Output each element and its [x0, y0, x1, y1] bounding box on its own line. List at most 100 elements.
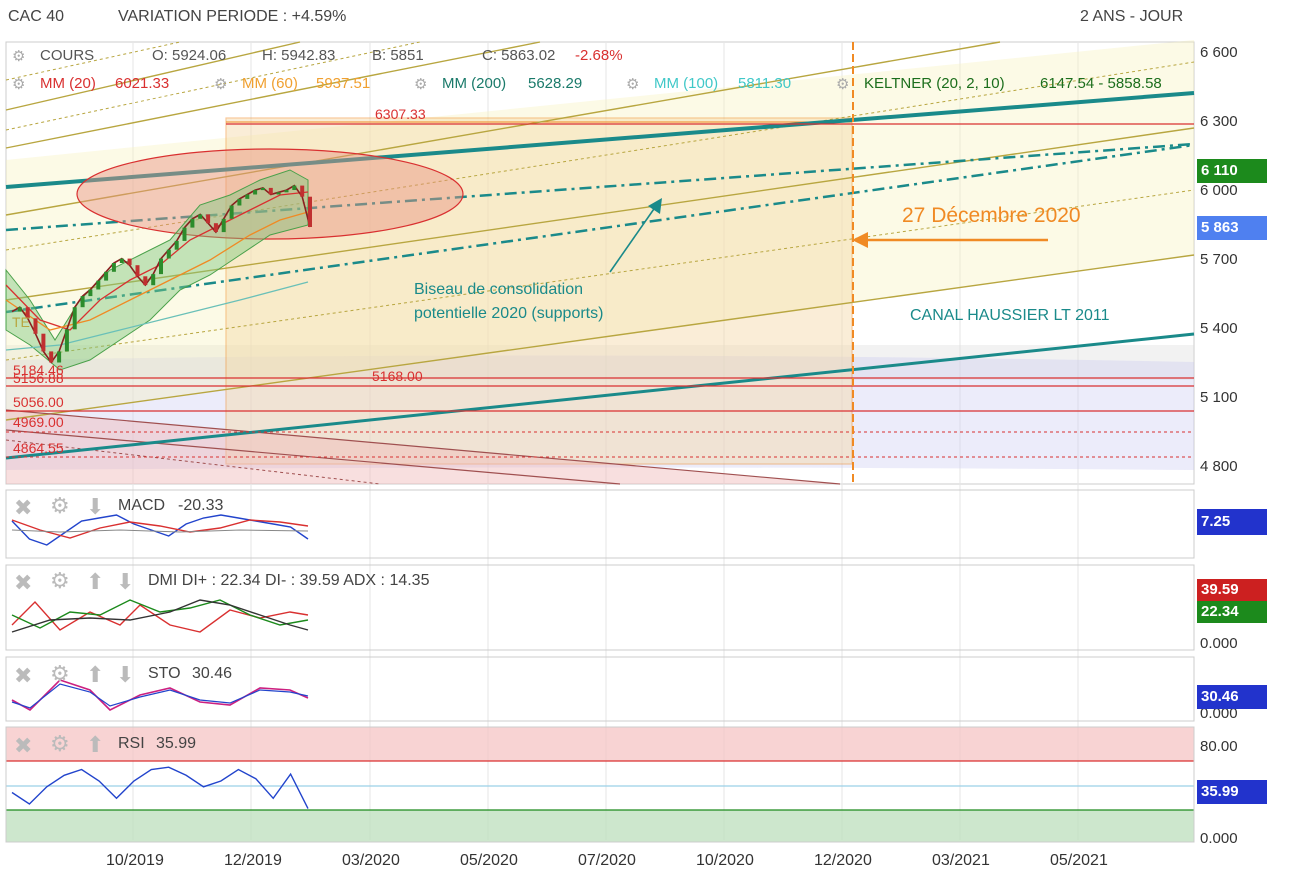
gear-icon[interactable]: ⚙ — [12, 48, 26, 65]
close-icon[interactable]: ✖ — [14, 733, 33, 758]
price-candle — [206, 214, 211, 224]
gear-icon[interactable]: ⚙ — [414, 76, 428, 93]
price-high-badge: 6 110 — [1197, 159, 1267, 183]
x-tick: 10/2019 — [106, 852, 164, 869]
macd-signal — [11, 519, 309, 539]
canal-label: CANAL HAUSSIER LT 2011 — [910, 307, 1110, 324]
price-candle — [159, 258, 163, 275]
date-arrow-head — [852, 232, 868, 248]
x-tick: 12/2019 — [224, 852, 282, 869]
gear-icon[interactable]: ⚙ — [12, 76, 26, 93]
y-tick: 5 400 — [1200, 320, 1238, 337]
rsi-name: RSI — [118, 735, 145, 752]
arrow-down-icon[interactable]: ⬇ — [86, 494, 105, 519]
y-tick: 4 800 — [1200, 458, 1238, 475]
price-candle — [135, 265, 140, 277]
price-candle — [104, 271, 109, 281]
change-value: -2.68% — [575, 47, 623, 64]
biseau-arrow-shaft — [609, 205, 657, 273]
gear-icon[interactable]: ⚙ — [50, 568, 70, 593]
price-candle — [17, 307, 22, 312]
price-candle — [127, 258, 132, 266]
x-tick: 05/2020 — [460, 852, 518, 869]
close-icon[interactable]: ✖ — [14, 495, 33, 520]
high-value: H: 5942.83 — [262, 47, 336, 64]
mm100-value: 5811.30 — [738, 75, 792, 92]
sto-value: 30.46 — [192, 665, 233, 682]
teal-thick-line — [5, 91, 1195, 189]
price-candle — [284, 190, 289, 193]
price-last-badge: 5 863 — [1197, 216, 1267, 240]
left-level-5: 4864.55 — [13, 440, 64, 456]
biseau-line-2: potentielle 2020 (supports) — [414, 305, 604, 322]
arrow-down-icon[interactable]: ⬇ — [116, 569, 135, 594]
rsi-overbought-zone — [6, 727, 1194, 761]
gear-icon[interactable]: ⚙ — [214, 76, 228, 93]
mm200-value: 5628.29 — [528, 75, 583, 92]
rsi-value: 35.99 — [156, 735, 197, 752]
close-icon[interactable]: ✖ — [14, 663, 33, 688]
price-candle — [190, 218, 195, 228]
rsi-panel-frame — [5, 726, 1195, 843]
price-candle — [96, 280, 101, 290]
gear-icon[interactable]: ⚙ — [626, 76, 640, 93]
price-candle — [72, 307, 77, 330]
mm60-label: MM (60) — [242, 75, 298, 92]
mm200-label: MM (200) — [442, 75, 507, 92]
macd-zero — [11, 529, 309, 533]
price-candle — [25, 307, 30, 319]
sto-name: STO — [148, 665, 181, 682]
rsi-series — [11, 766, 309, 809]
y-tick: 5 700 — [1200, 251, 1238, 268]
rsi-oversold-zone — [6, 810, 1194, 842]
x-tick: 12/2020 — [814, 852, 872, 869]
gear-icon[interactable]: ⚙ — [50, 493, 70, 518]
gear-icon[interactable]: ⚙ — [50, 661, 70, 686]
y-tick: 6 300 — [1200, 113, 1238, 130]
arrow-up-icon[interactable]: ⬆ — [86, 569, 105, 594]
gear-icon[interactable]: ⚙ — [836, 76, 850, 93]
close-icon[interactable]: ✖ — [14, 570, 33, 595]
level-mid-label: 5168.00 — [372, 368, 423, 384]
dmi-pos-badge: 22.34 — [1197, 601, 1267, 623]
sto-panel-frame — [5, 656, 1195, 722]
teal-dashdot-line-1 — [5, 142, 1195, 232]
di-minus-line — [11, 600, 309, 633]
instrument-name: CAC 40 — [8, 8, 65, 25]
sto-zero-label: 0.000 — [1200, 705, 1238, 722]
arrow-up-icon[interactable]: ⬆ — [86, 732, 105, 757]
macd-name: MACD — [118, 497, 166, 514]
biseau-line-1: Biseau de consolidation — [414, 281, 584, 298]
price-candle — [237, 198, 242, 206]
price-candle — [41, 333, 46, 352]
price-candle — [213, 223, 218, 232]
cours-label: COURS — [40, 47, 95, 64]
price-candle — [174, 240, 179, 250]
arrow-down-icon[interactable]: ⬇ — [116, 662, 135, 687]
rsi-badge: 35.99 — [1197, 780, 1267, 804]
gear-icon[interactable]: ⚙ — [50, 731, 70, 756]
price-candle — [166, 249, 171, 259]
left-level-2: 5156.88 — [13, 370, 64, 386]
open-value: O: 5924.06 — [152, 47, 227, 64]
x-tick: 10/2020 — [696, 852, 754, 869]
sto-k-line — [11, 679, 309, 711]
period-selector[interactable]: 2 ANS - JOUR — [1080, 8, 1184, 25]
red-levels — [6, 123, 1194, 412]
price-candle — [198, 214, 203, 219]
y-tick: 6 000 — [1200, 182, 1238, 199]
macd-panel-frame — [5, 489, 1195, 559]
mm60-value: 5937.51 — [316, 75, 371, 92]
arrow-up-icon[interactable]: ⬆ — [86, 662, 105, 687]
left-level-1: 5184.46 — [13, 362, 64, 378]
grey-zone — [6, 345, 1194, 380]
macd-value: -20.33 — [178, 497, 224, 514]
biseau-arrow-head — [648, 198, 662, 214]
te-label: TE — [12, 314, 30, 330]
dmi-zero-label: 0.000 — [1200, 635, 1238, 652]
price-candle — [182, 227, 187, 241]
price-candle — [221, 218, 226, 233]
price-candle — [292, 185, 297, 190]
price-candle — [268, 187, 273, 195]
